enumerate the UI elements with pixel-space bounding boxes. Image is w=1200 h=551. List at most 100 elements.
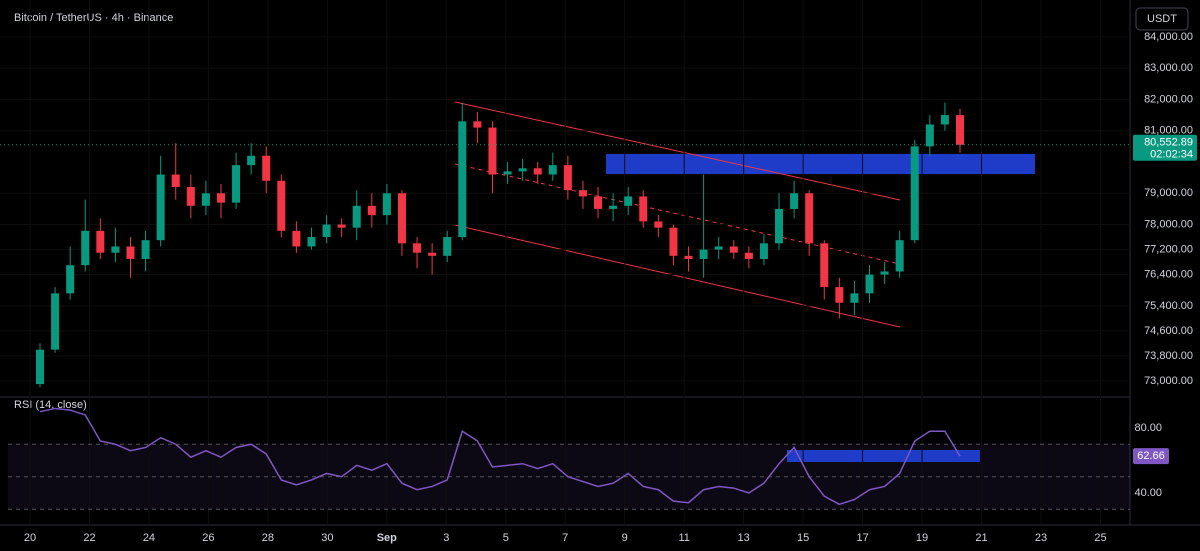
x-tick-label: 7 <box>562 532 568 544</box>
candle-body <box>141 240 150 259</box>
x-tick-label: 15 <box>797 532 809 544</box>
x-tick-label: 25 <box>1094 532 1106 544</box>
rsi-line <box>39 407 961 506</box>
candle-body <box>925 124 934 147</box>
candle-body <box>669 227 678 256</box>
last-price-label: 80,552.89 <box>1144 137 1193 149</box>
rsi-zone <box>787 450 980 462</box>
candle-body <box>337 224 346 228</box>
candle-body <box>382 193 391 216</box>
rsi-tick-label: 40.00 <box>1134 487 1162 499</box>
x-tick-label: 24 <box>143 532 155 544</box>
currency-label[interactable]: USDT <box>1147 13 1177 25</box>
x-tick-label: Sep <box>377 532 397 544</box>
candle-body <box>910 146 919 241</box>
candle-body <box>594 196 603 209</box>
candle-body <box>352 205 361 228</box>
candle-body <box>563 165 572 191</box>
x-tick-label: 9 <box>622 532 628 544</box>
y-tick-label: 78,000.00 <box>1144 218 1193 230</box>
candle-body <box>307 237 316 247</box>
candle-body <box>262 155 271 181</box>
x-tick-label: 21 <box>975 532 987 544</box>
candle-body <box>66 265 75 294</box>
candle-body <box>940 115 949 125</box>
candle-body <box>759 243 768 259</box>
candle-body <box>729 246 738 253</box>
candle-body <box>835 287 844 303</box>
candle-body <box>548 165 557 175</box>
candle-body <box>216 193 225 203</box>
candle-body <box>111 246 120 253</box>
candle-body <box>805 193 814 244</box>
candle-body <box>81 230 90 266</box>
candle-body <box>624 196 633 206</box>
y-tick-label: 76,400.00 <box>1144 268 1193 280</box>
candle-body <box>126 246 135 259</box>
candle-body <box>518 168 527 172</box>
x-tick-label: 23 <box>1035 532 1047 544</box>
candle-body <box>488 127 497 175</box>
x-tick-label: 20 <box>24 532 36 544</box>
candle-body <box>850 293 859 303</box>
x-tick-label: 28 <box>262 532 274 544</box>
x-tick-label: 17 <box>856 532 868 544</box>
candle-body <box>397 193 406 244</box>
candle-body <box>36 349 44 385</box>
rsi-last-label: 62.66 <box>1137 450 1165 462</box>
candle-body <box>775 208 784 244</box>
y-tick-label: 73,000.00 <box>1144 375 1193 387</box>
candle-body <box>51 293 60 350</box>
candle-body <box>880 271 889 275</box>
candle-body <box>277 180 286 231</box>
candle-body <box>201 193 210 206</box>
candle-body <box>96 230 105 253</box>
x-tick-label: 30 <box>321 532 333 544</box>
candle-body <box>820 243 829 288</box>
channel-lower <box>454 224 901 328</box>
candle-body <box>639 196 648 222</box>
rsi-last-box <box>1133 448 1169 465</box>
x-tick-label: 26 <box>202 532 214 544</box>
candle-body <box>473 121 482 128</box>
y-tick-label: 77,200.00 <box>1144 243 1193 255</box>
candle-body <box>956 115 964 145</box>
candle-body <box>413 243 422 253</box>
candle-body <box>609 205 618 209</box>
x-tick-label: 5 <box>503 532 509 544</box>
x-tick-label: 22 <box>83 532 95 544</box>
candle-body <box>533 168 542 175</box>
currency-button[interactable] <box>1135 7 1189 31</box>
countdown-label: 02:02:34 <box>1150 149 1193 161</box>
candle-body <box>503 171 512 175</box>
candle-body <box>714 246 723 250</box>
candle-body <box>744 252 753 259</box>
candle-body <box>247 155 256 166</box>
candle-body <box>171 174 180 188</box>
candle-body <box>186 187 195 206</box>
x-tick-label: 13 <box>738 532 750 544</box>
candle-body <box>428 252 437 256</box>
candle-body <box>654 221 663 228</box>
candle-body <box>895 240 904 272</box>
candle-body <box>578 190 587 197</box>
rsi-tick-label: 80.00 <box>1134 422 1162 434</box>
candle-body <box>292 230 301 247</box>
candle-body <box>367 205 376 216</box>
candle-body <box>684 255 693 259</box>
y-tick-label: 79,000.00 <box>1144 187 1193 199</box>
x-tick-label: 11 <box>678 532 689 544</box>
y-tick-label: 83,000.00 <box>1144 62 1193 74</box>
x-tick-label: 19 <box>916 532 928 544</box>
y-tick-label: 73,800.00 <box>1144 350 1193 362</box>
channel-upper <box>454 101 901 201</box>
candle-body <box>322 224 331 238</box>
y-tick-label: 82,000.00 <box>1144 93 1193 105</box>
candle-body <box>156 174 165 241</box>
y-tick-label: 74,600.00 <box>1144 325 1193 337</box>
candle-body <box>790 193 799 209</box>
x-tick-label: 3 <box>443 532 449 544</box>
y-tick-label: 84,000.00 <box>1144 31 1193 43</box>
